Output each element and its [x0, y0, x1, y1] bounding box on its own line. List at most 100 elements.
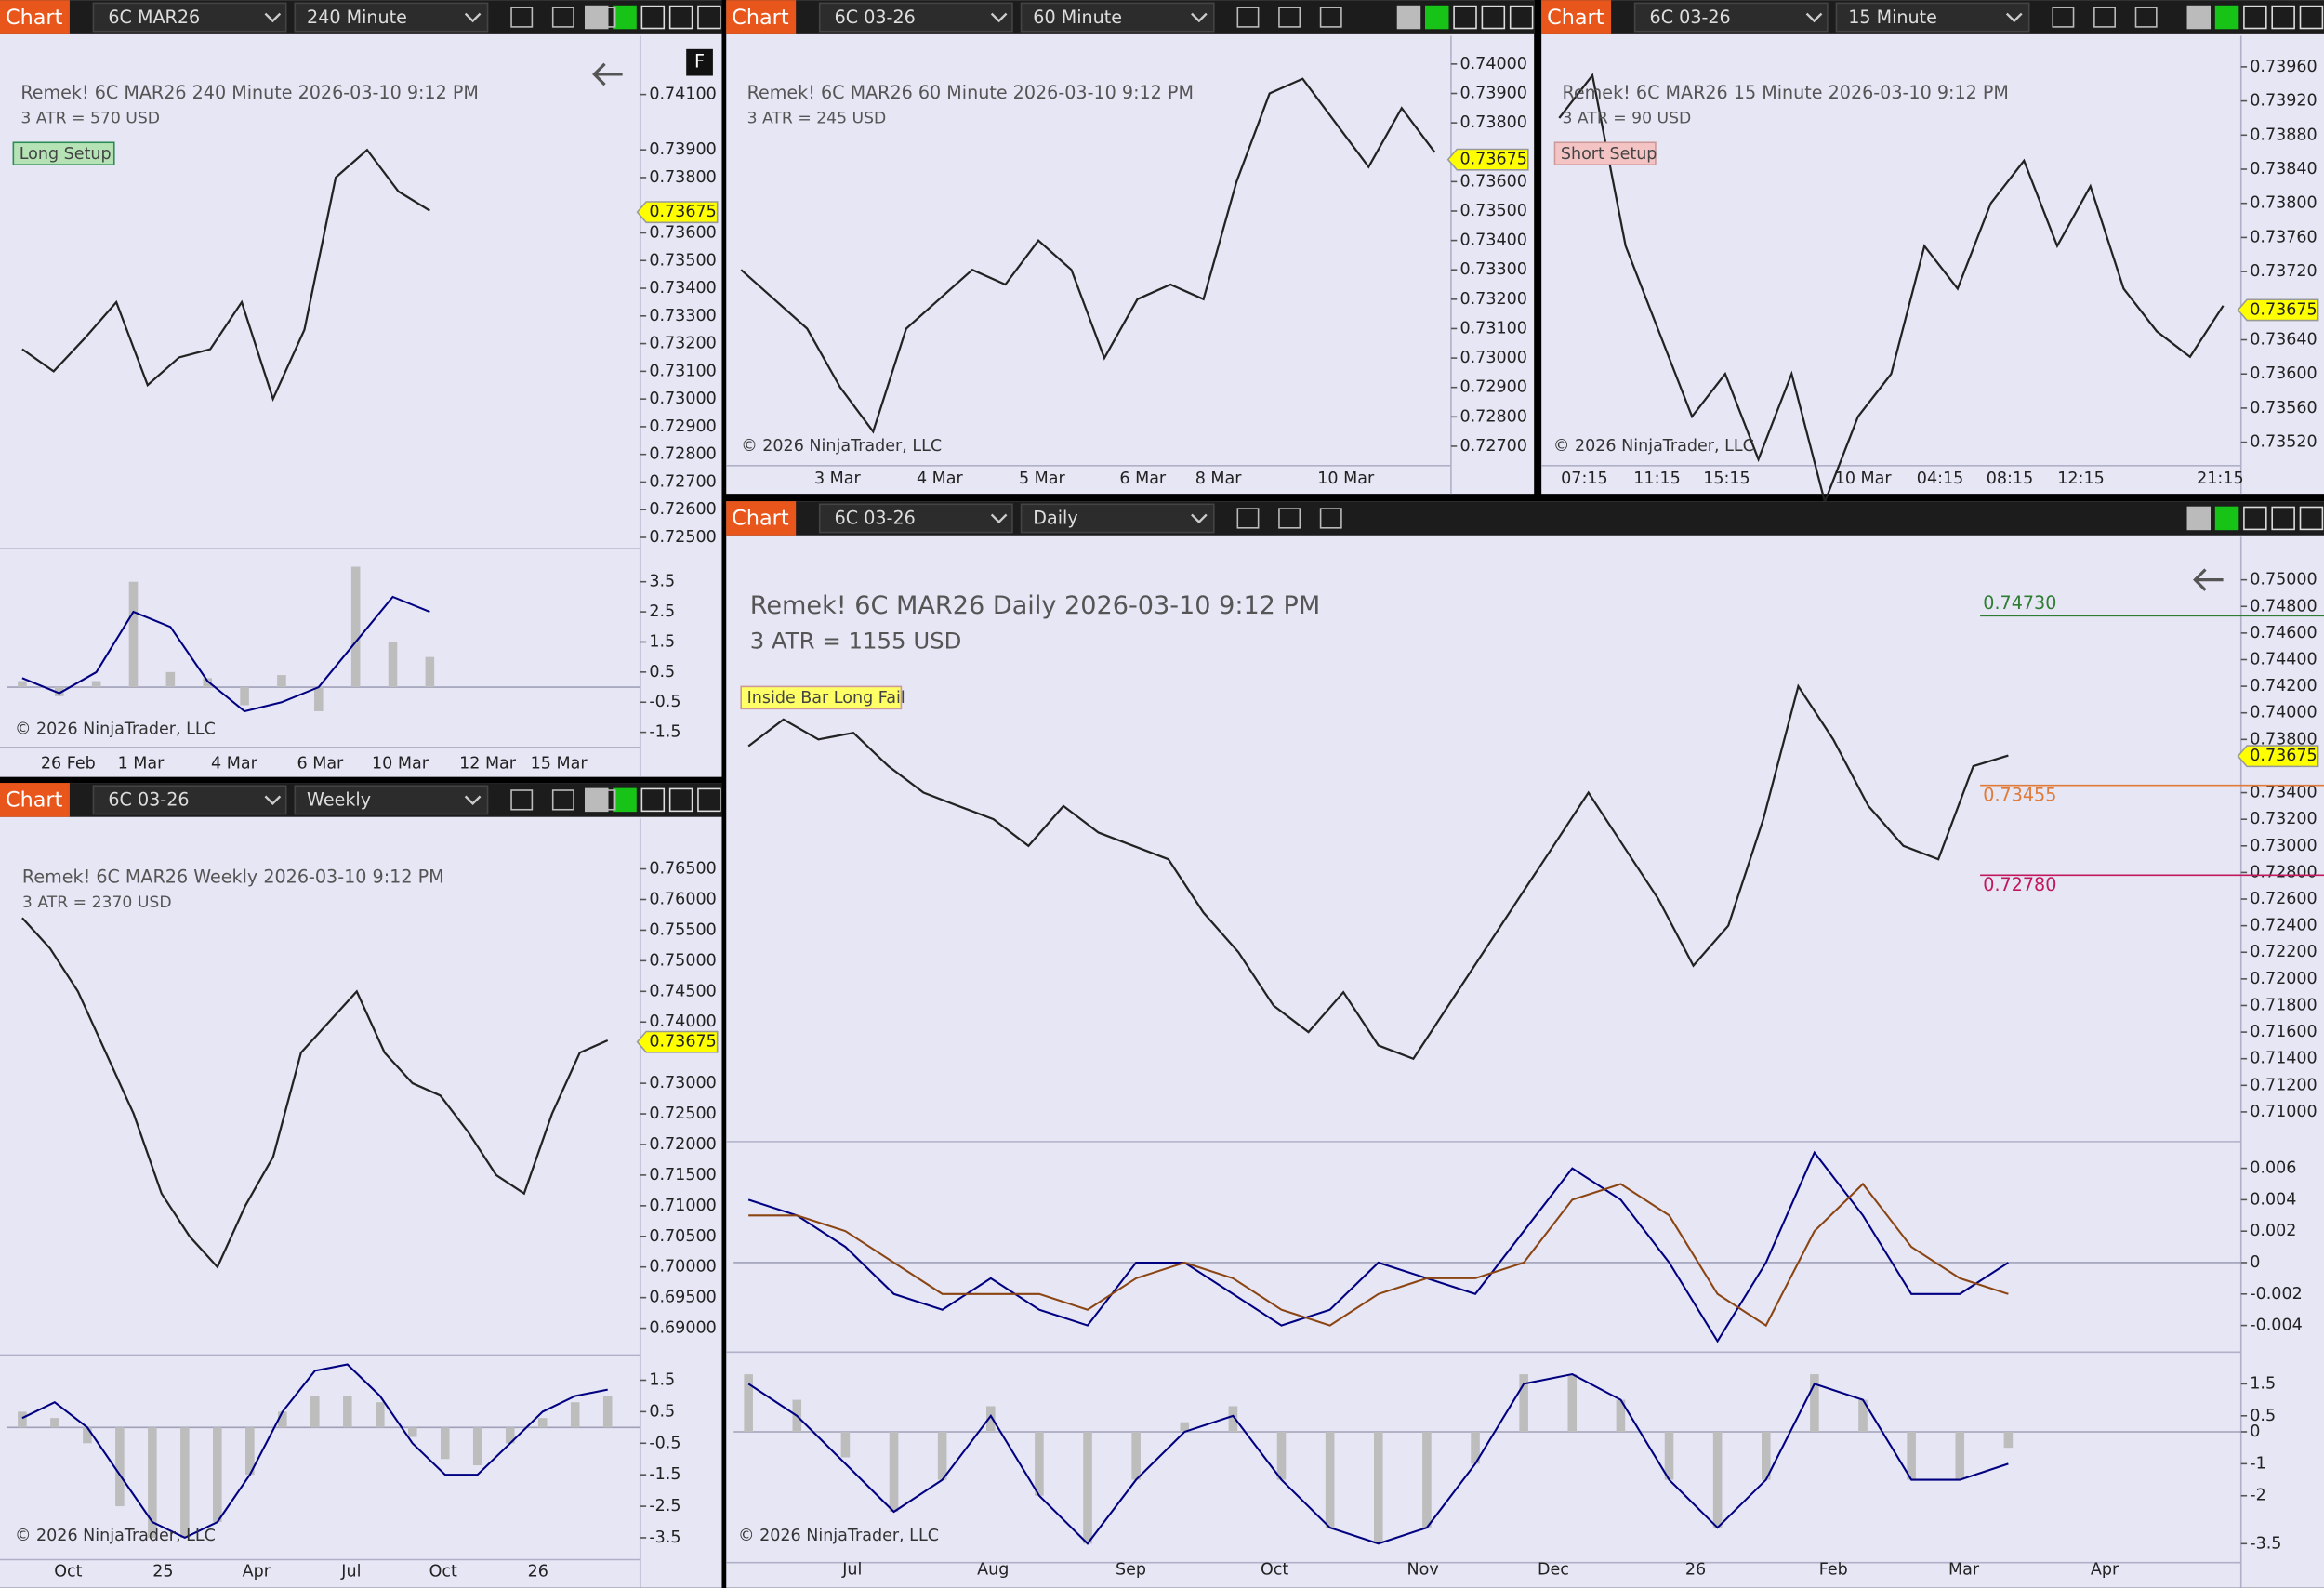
indicator-bar [376, 1402, 385, 1428]
window-button[interactable] [613, 5, 637, 30]
tool-icon[interactable] [510, 789, 534, 811]
window-button[interactable] [2243, 5, 2267, 30]
window-button[interactable] [1481, 5, 1506, 30]
interval-text[interactable]: 15 Minute [1848, 7, 1937, 28]
x-tick-label: Mar [1948, 1561, 1980, 1580]
chart-tab[interactable] [726, 0, 797, 34]
tool-icon[interactable] [1278, 7, 1301, 28]
window-button[interactable] [668, 5, 693, 30]
chart-tab[interactable] [0, 0, 70, 34]
x-tick-label: 26 [528, 1562, 548, 1581]
x-tick-label: 4 Mar [917, 470, 964, 488]
window-button[interactable] [640, 787, 666, 813]
window-button[interactable] [697, 5, 721, 30]
y-tick-label: 0.69000 [649, 1319, 716, 1338]
interval-select[interactable] [1835, 2, 2030, 33]
window-button[interactable] [640, 5, 666, 30]
tool-icon[interactable] [1236, 7, 1260, 28]
window-button[interactable] [2186, 5, 2212, 30]
tool-icon[interactable] [593, 7, 616, 28]
window-button[interactable] [584, 787, 609, 813]
window-button[interactable] [2271, 506, 2295, 531]
window-button[interactable] [613, 787, 637, 813]
interval-select[interactable] [294, 785, 489, 815]
window-button[interactable] [2214, 506, 2239, 531]
x-tick-label: 12:15 [2057, 470, 2104, 488]
x-tick-label: Nov [1407, 1561, 1439, 1580]
y-tick-label: 0.73500 [649, 251, 716, 270]
corner-button-label[interactable]: F [694, 51, 705, 73]
window-button[interactable] [1425, 5, 1449, 30]
chart-tab-label[interactable]: Chart [6, 6, 63, 30]
window-button[interactable] [2299, 5, 2324, 30]
chart-tab-label[interactable]: Chart [732, 507, 789, 531]
interval-text[interactable]: 60 Minute [1033, 7, 1122, 28]
indicator-line [21, 1363, 608, 1540]
indicator-bar [1616, 1399, 1626, 1432]
window-button[interactable] [2214, 5, 2239, 30]
window-button[interactable] [1396, 5, 1421, 30]
chart-tab-label[interactable]: Chart [6, 788, 63, 813]
dropdown-arrow [464, 12, 482, 23]
y-tick-label: 1.5 [649, 1370, 675, 1389]
window-button[interactable] [584, 5, 609, 30]
chart-tab[interactable] [1541, 0, 1612, 34]
tool-icon[interactable] [551, 7, 574, 28]
last-price-label: 0.73675 [649, 1033, 716, 1052]
tool-icon[interactable] [551, 789, 574, 811]
chart-tab[interactable] [726, 501, 797, 536]
tool-icon[interactable] [1236, 508, 1260, 529]
instrument-text[interactable]: 6C 03-26 [108, 789, 189, 811]
back-arrow[interactable] [2193, 568, 2224, 591]
tool-icon[interactable] [2134, 7, 2158, 28]
y-tick-label: -0.004 [2250, 1317, 2302, 1335]
interval-text[interactable]: Weekly [307, 789, 371, 811]
window-button[interactable] [1453, 5, 1477, 30]
instrument-select[interactable] [1633, 2, 1829, 33]
window-button[interactable] [2271, 5, 2295, 30]
window-button[interactable] [2243, 506, 2267, 531]
instrument-text[interactable]: 6C 03-26 [1650, 7, 1731, 28]
tool-icon[interactable] [1319, 508, 1342, 529]
instrument-select[interactable] [818, 2, 1013, 33]
chart-title: Remek! 6C MAR26 15 Minute 2026-03-10 9:1… [1562, 82, 2008, 103]
instrument-text[interactable]: 6C 03-26 [835, 7, 916, 28]
window-button[interactable] [1509, 5, 1534, 30]
tool-icon[interactable] [2052, 7, 2075, 28]
instrument-text[interactable]: 6C MAR26 [108, 7, 200, 28]
window-button[interactable] [697, 787, 721, 813]
instrument-text[interactable]: 6C 03-26 [835, 508, 916, 529]
interval-select[interactable] [294, 2, 489, 33]
window-button[interactable] [668, 787, 693, 813]
tool-icon[interactable] [510, 7, 534, 28]
window-button[interactable] [2186, 506, 2212, 531]
y-tick-label: 3.5 [649, 573, 675, 591]
chart-tab[interactable] [0, 783, 70, 817]
chart-tab-label[interactable]: Chart [732, 6, 789, 30]
copyright: © 2026 NinjaTrader, LLC [741, 437, 942, 456]
y-tick-label: 0.73600 [2250, 364, 2317, 383]
instrument-select[interactable] [92, 2, 287, 33]
tool-icon[interactable] [1278, 508, 1301, 529]
y-tick-label: 0.72700 [1459, 437, 1526, 456]
interval-select[interactable] [1020, 2, 1215, 33]
interval-text[interactable]: Daily [1033, 508, 1077, 529]
corner-button[interactable] [686, 48, 713, 76]
indicator-line [747, 1150, 2009, 1343]
interval-text[interactable]: 240 Minute [307, 7, 407, 28]
chart-tab-label[interactable]: Chart [1547, 6, 1604, 30]
y-tick-label: 0.74600 [2250, 624, 2317, 642]
tool-icon[interactable] [593, 789, 616, 811]
y-tick-label: 0.71000 [2250, 1103, 2317, 1121]
back-arrow[interactable] [592, 62, 623, 86]
tool-icon[interactable] [2093, 7, 2116, 28]
instrument-select[interactable] [92, 785, 287, 815]
interval-select[interactable] [1020, 503, 1215, 534]
window-button[interactable] [2299, 506, 2324, 531]
tool-icon[interactable] [1319, 7, 1342, 28]
price-line [1558, 73, 2225, 506]
instrument-select[interactable] [818, 503, 1013, 534]
y-tick-label: 0.72800 [649, 445, 716, 464]
indicator-bar [472, 1427, 482, 1466]
y-tick-label: 0.73800 [2250, 730, 2317, 748]
